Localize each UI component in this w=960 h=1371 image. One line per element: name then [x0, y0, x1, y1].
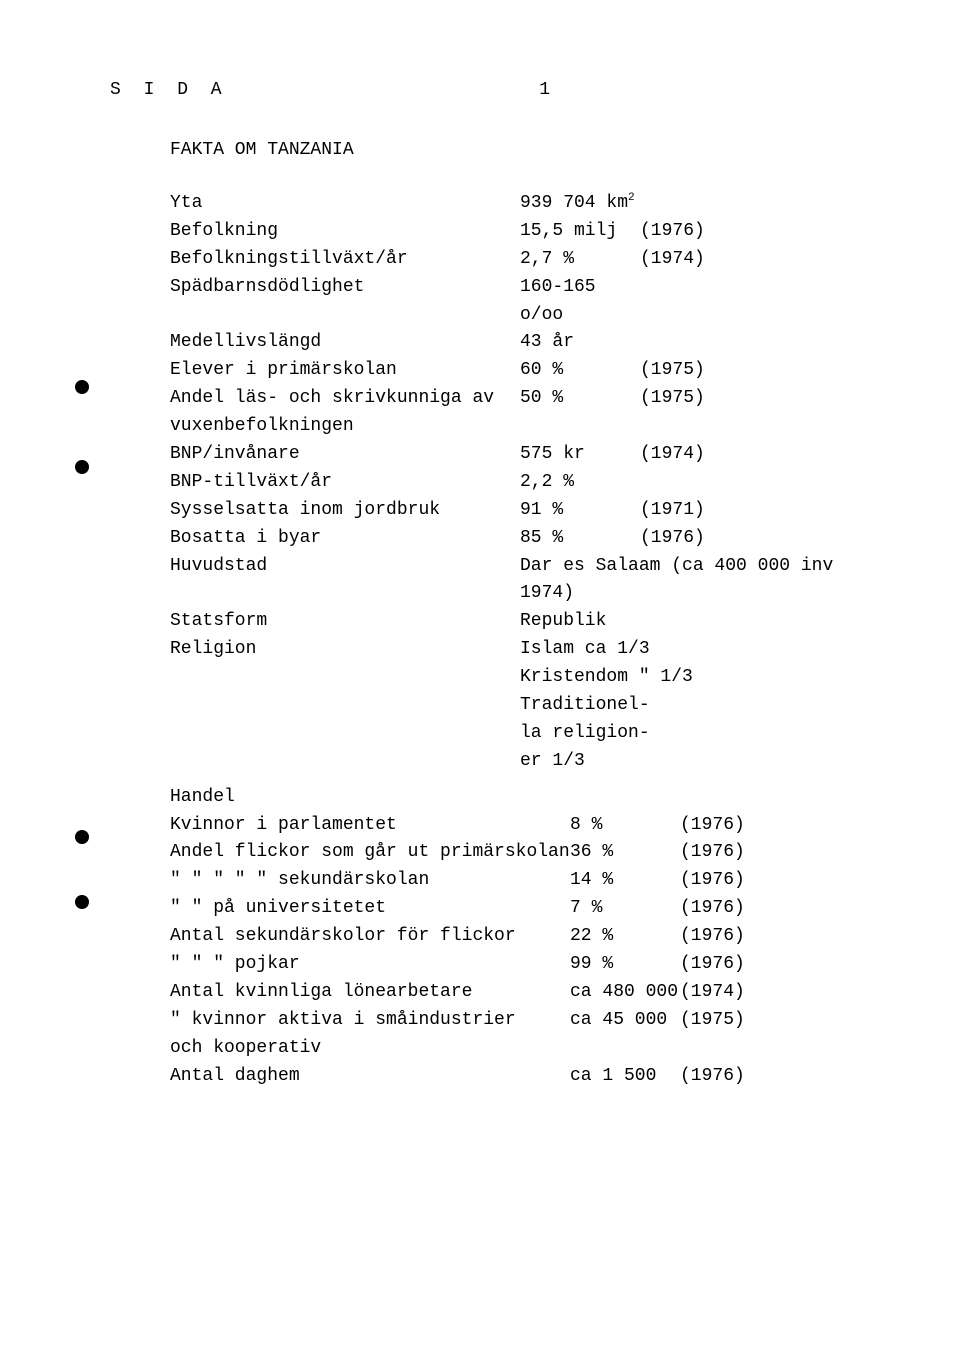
fact-row: ReligionIslam ca 1/3 Kristendom " 1/3 Tr… — [170, 636, 870, 775]
fact-row: Medellivslängd43 år — [170, 329, 870, 357]
fact-year: (1976) — [680, 923, 760, 951]
document-header: S I D A 1 — [110, 80, 870, 100]
fact-value: Dar es Salaam (ca 400 000 inv 1974) — [520, 553, 870, 609]
fact-label: Antal kvinnliga lönearbetare — [170, 979, 570, 1007]
fact-year: (1976) — [680, 1063, 760, 1091]
fact-value: 14 % — [570, 867, 680, 895]
fact-value: 43 år — [520, 329, 640, 357]
fact-label: Befolkningstillväxt/år — [170, 246, 520, 274]
fact-value: 85 % — [520, 525, 640, 553]
fact-value: 7 % — [570, 895, 680, 923]
fact-label: Yta — [170, 190, 520, 218]
section2-heading: Handel — [170, 784, 870, 812]
fact-row: HuvudstadDar es Salaam (ca 400 000 inv 1… — [170, 553, 870, 609]
fact-year: (1976) — [680, 895, 760, 923]
fact-label: Antal daghem — [170, 1063, 570, 1091]
punch-hole-icon — [75, 830, 89, 844]
fact-row: " kvinnor aktiva i småindustrier och koo… — [170, 1007, 870, 1063]
fact-row: Befolkning15,5 milj(1976) — [170, 218, 870, 246]
fact-value: ca 45 000 — [570, 1007, 680, 1035]
fact-row: Bosatta i byar85 %(1976) — [170, 525, 870, 553]
fact-year: (1975) — [640, 385, 720, 413]
fact-row: Antal daghemca 1 500(1976) — [170, 1063, 870, 1091]
fact-value: 36 % — [570, 839, 680, 867]
fact-row: StatsformRepublik — [170, 608, 870, 636]
fact-label: " " " " " sekundärskolan — [170, 867, 570, 895]
fact-table-1: Yta939 704 km2Befolkning15,5 milj(1976)B… — [110, 190, 870, 776]
fact-label: BNP-tillväxt/år — [170, 469, 520, 497]
fact-value: 99 % — [570, 951, 680, 979]
fact-year: (1976) — [680, 839, 760, 867]
fact-row: " " " pojkar99 %(1976) — [170, 951, 870, 979]
fact-label: Antal sekundärskolor för flickor — [170, 923, 570, 951]
fact-value: Islam ca 1/3 Kristendom " 1/3 Traditione… — [520, 636, 870, 775]
fact-row: Andel flickor som går ut primärskolan36 … — [170, 839, 870, 867]
fact-value: 939 704 km2 — [520, 190, 640, 218]
fact-value: 50 % — [520, 385, 640, 413]
document-page: S I D A 1 FAKTA OM TANZANIA Yta939 704 k… — [0, 0, 960, 1091]
fact-label: Kvinnor i parlamentet — [170, 812, 570, 840]
fact-label: Andel läs- och skrivkunniga av vuxenbefo… — [170, 385, 520, 441]
fact-label: Sysselsatta inom jordbruk — [170, 497, 520, 525]
superscript: 2 — [628, 192, 635, 204]
page-number: 1 — [539, 80, 550, 100]
fact-row: Antal kvinnliga lönearbetareca 480 000(1… — [170, 979, 870, 1007]
fact-label: Andel flickor som går ut primärskolan — [170, 839, 570, 867]
fact-label: Religion — [170, 636, 520, 664]
fact-year: (1974) — [680, 979, 760, 1007]
fact-year: (1976) — [640, 218, 720, 246]
fact-year: (1971) — [640, 497, 720, 525]
fact-label: Statsform — [170, 608, 520, 636]
fact-value: Republik — [520, 608, 870, 636]
fact-label: Medellivslängd — [170, 329, 520, 357]
fact-row: " " " " " sekundärskolan14 %(1976) — [170, 867, 870, 895]
fact-row: Sysselsatta inom jordbruk91 %(1971) — [170, 497, 870, 525]
fact-row: BNP/invånare575 kr(1974) — [170, 441, 870, 469]
fact-year: (1976) — [680, 812, 760, 840]
fact-value: 22 % — [570, 923, 680, 951]
punch-hole-icon — [75, 380, 89, 394]
fact-row: Kvinnor i parlamentet8 %(1976) — [170, 812, 870, 840]
document-title: FAKTA OM TANZANIA — [170, 140, 870, 160]
org-label: S I D A — [110, 80, 228, 100]
fact-year: (1975) — [680, 1007, 760, 1035]
fact-label: Spädbarnsdödlighet — [170, 274, 520, 302]
fact-label: BNP/invånare — [170, 441, 520, 469]
fact-value: 2,2 % — [520, 469, 640, 497]
fact-value: 575 kr — [520, 441, 640, 469]
fact-year: (1976) — [640, 525, 720, 553]
fact-value: 8 % — [570, 812, 680, 840]
fact-label: " " " pojkar — [170, 951, 570, 979]
fact-row: Antal sekundärskolor för flickor22 %(197… — [170, 923, 870, 951]
punch-hole-icon — [75, 460, 89, 474]
fact-year: (1976) — [680, 951, 760, 979]
fact-row: " " på universitetet7 %(1976) — [170, 895, 870, 923]
fact-row: BNP-tillväxt/år2,2 % — [170, 469, 870, 497]
fact-value: 91 % — [520, 497, 640, 525]
fact-value: 15,5 milj — [520, 218, 640, 246]
fact-year: (1974) — [640, 441, 720, 469]
fact-value: 60 % — [520, 357, 640, 385]
fact-row: Andel läs- och skrivkunniga av vuxenbefo… — [170, 385, 870, 441]
fact-row: Spädbarnsdödlighet160-165 o/oo — [170, 274, 870, 330]
fact-row: Elever i primärskolan60 %(1975) — [170, 357, 870, 385]
fact-year: (1974) — [640, 246, 720, 274]
fact-row: Befolkningstillväxt/år2,7 %(1974) — [170, 246, 870, 274]
fact-year: (1976) — [680, 867, 760, 895]
fact-value: 160-165 o/oo — [520, 274, 640, 330]
fact-label: Bosatta i byar — [170, 525, 520, 553]
section2-title: Handel — [170, 784, 520, 812]
fact-value: 2,7 % — [520, 246, 640, 274]
fact-year: (1975) — [640, 357, 720, 385]
fact-label: Elever i primärskolan — [170, 357, 520, 385]
fact-value: ca 1 500 — [570, 1063, 680, 1091]
fact-label: Befolkning — [170, 218, 520, 246]
fact-label: " " på universitetet — [170, 895, 570, 923]
fact-table-2: Kvinnor i parlamentet8 %(1976)Andel flic… — [110, 812, 870, 1091]
fact-row: Yta939 704 km2 — [170, 190, 870, 218]
fact-label: " kvinnor aktiva i småindustrier och koo… — [170, 1007, 570, 1063]
fact-value: ca 480 000 — [570, 979, 680, 1007]
fact-label: Huvudstad — [170, 553, 520, 581]
punch-hole-icon — [75, 895, 89, 909]
